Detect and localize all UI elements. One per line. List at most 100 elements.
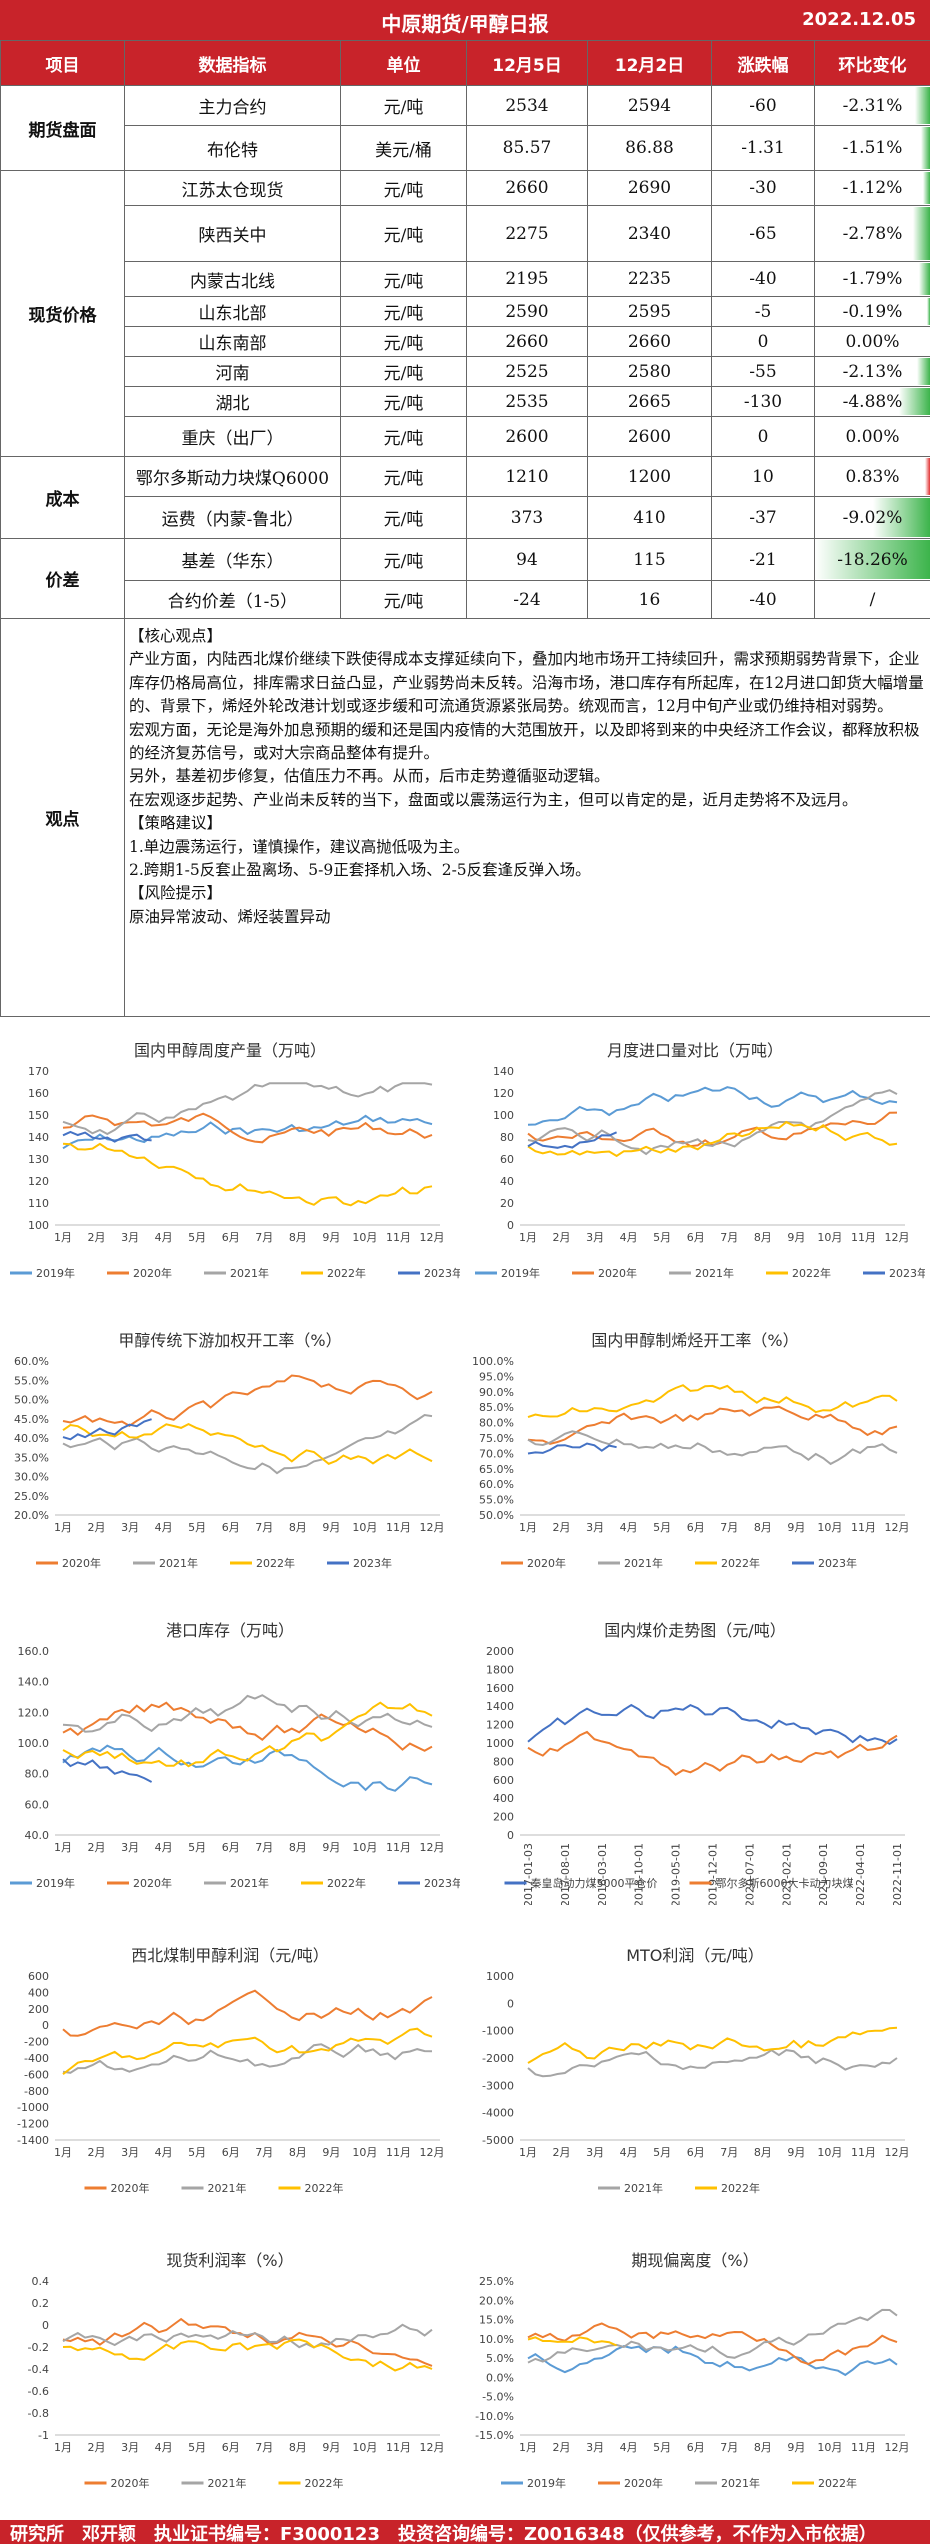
x-tick-label: 2020-07-01: [743, 1843, 756, 1905]
table-header-row: 项目 数据指标 单位 12月5日 12月2日 涨跌幅 环比变化: [1, 41, 930, 86]
series-line: [63, 1083, 432, 1134]
legend-label: 2023年: [818, 1556, 857, 1570]
y-tick-label: -5.0%: [482, 2391, 514, 2404]
x-tick-label: 12月: [420, 1521, 445, 1534]
x-tick-label: 8月: [289, 1231, 307, 1244]
y-tick-label: 50.0%: [14, 1394, 49, 1407]
y-tick-label: -1200: [17, 2118, 49, 2131]
y-tick-label: 20: [500, 1197, 514, 1210]
y-tick-label: 20.0%: [14, 1509, 49, 1522]
x-tick-label: 8月: [754, 2146, 772, 2159]
y-tick-label: 80.0%: [479, 1417, 514, 1430]
x-tick-label: 7月: [255, 2146, 273, 2159]
unit: 元/吨: [341, 497, 467, 539]
pct-value: -2.31%: [843, 96, 903, 116]
pct-value: -2.78%: [843, 224, 903, 244]
x-tick-label: 2022-11-01: [891, 1843, 904, 1905]
y-tick-label: 30.0%: [14, 1471, 49, 1484]
view-line: 2.跨期1-5反套止盈离场、5-9正套择机入场、2-5反套逢反弹入场。: [129, 859, 926, 882]
x-tick-label: 10月: [817, 2441, 842, 2454]
pct-change: -2.31%: [815, 86, 930, 126]
value-dec5: 2600: [467, 417, 588, 457]
pct-value: 0.00%: [845, 427, 899, 447]
y-tick-label: 120: [493, 1087, 514, 1100]
unit: 元/吨: [341, 206, 467, 262]
y-tick-label: 1800: [486, 1663, 514, 1676]
x-tick-label: 3月: [121, 1841, 139, 1854]
value-dec5: 2525: [467, 357, 588, 387]
data-table: 项目 数据指标 单位 12月5日 12月2日 涨跌幅 环比变化 期货盘面 主力合…: [0, 40, 930, 1017]
legend-label: 2022年: [327, 1266, 366, 1280]
y-tick-label: 0.0%: [486, 2371, 514, 2384]
x-tick-label: 4月: [620, 2146, 638, 2159]
col-header: 12月2日: [588, 41, 712, 86]
x-tick-label: 11月: [386, 1521, 411, 1534]
legend-label: 2023年: [424, 1876, 460, 1890]
pct-bar: [917, 358, 930, 385]
y-tick-label: 1000: [486, 1970, 514, 1983]
legend-label: 2021年: [721, 2476, 760, 2490]
series-line: [63, 1703, 432, 1751]
metric: 基差（华东）: [125, 539, 341, 581]
x-tick-label: 10月: [817, 1231, 842, 1244]
x-tick-label: 9月: [322, 2441, 340, 2454]
metric: 合约价差（1-5）: [125, 581, 341, 619]
x-tick-label: 1月: [519, 2441, 537, 2454]
x-tick-label: 8月: [289, 2441, 307, 2454]
x-tick-label: 5月: [188, 2146, 206, 2159]
x-tick-label: 12月: [420, 2146, 445, 2159]
value-dec5: 2275: [467, 206, 588, 262]
value-dec2: 2690: [588, 171, 712, 206]
x-tick-label: 1月: [54, 2146, 72, 2159]
series-line: [63, 1991, 432, 2036]
metric: 河南: [125, 357, 341, 387]
series-line: [528, 2337, 617, 2345]
pct-change: 0.00%: [815, 327, 930, 357]
x-tick-label: 5月: [653, 2146, 671, 2159]
unit: 元/吨: [341, 417, 467, 457]
legend-label: 2022年: [792, 1266, 831, 1280]
x-tick-label: 8月: [754, 1231, 772, 1244]
y-tick-label: 60: [500, 1153, 514, 1166]
col-header: 环比变化: [815, 41, 930, 86]
metric: 重庆（出厂）: [125, 417, 341, 457]
y-tick-label: 120: [28, 1175, 49, 1188]
x-tick-label: 6月: [222, 2441, 240, 2454]
pct-bar: [925, 458, 930, 495]
metric: 鄂尔多斯动力块煤Q6000: [125, 457, 341, 497]
y-tick-label: 35.0%: [14, 1451, 49, 1464]
y-tick-label: -4000: [482, 2107, 514, 2120]
y-tick-label: 160.0: [18, 1645, 50, 1658]
x-tick-label: 1月: [54, 1231, 72, 1244]
y-tick-label: 150: [28, 1109, 49, 1122]
x-tick-label: 8月: [289, 1841, 307, 1854]
series-line: [63, 1746, 432, 1791]
y-tick-label: 60.0: [25, 1798, 50, 1811]
pct-bar: [913, 207, 930, 260]
x-tick-label: 9月: [787, 1231, 805, 1244]
y-tick-label: 0.4: [32, 2275, 50, 2288]
y-tick-label: -0.4: [28, 2363, 49, 2376]
x-tick-label: 2019-12-01: [707, 1843, 720, 1905]
x-tick-label: 12月: [885, 2441, 910, 2454]
y-tick-label: 65.0%: [479, 1463, 514, 1476]
y-tick-label: 0: [507, 1829, 514, 1842]
x-tick-label: 2022-04-01: [854, 1843, 867, 1905]
pct-value: /: [870, 590, 876, 610]
x-tick-label: 2月: [88, 2146, 106, 2159]
unit: 元/吨: [341, 262, 467, 297]
x-tick-label: 6月: [222, 2146, 240, 2159]
x-tick-label: 6月: [222, 1521, 240, 1534]
legend-label: 2019年: [501, 1266, 540, 1280]
y-tick-label: 5.0%: [486, 2352, 514, 2365]
pct-bar: [921, 127, 930, 169]
x-tick-label: 4月: [620, 2441, 638, 2454]
legend-label: 2021年: [208, 2181, 247, 2195]
y-tick-label: -0.2: [28, 2341, 49, 2354]
